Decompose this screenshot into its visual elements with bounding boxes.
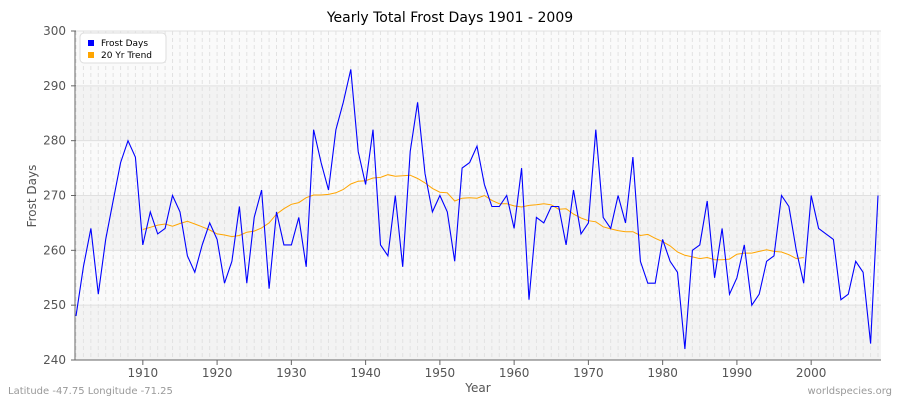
grid-band — [76, 195, 881, 251]
legend-swatch-trend — [88, 52, 94, 58]
grid-band — [76, 31, 881, 86]
legend: Frost Days 20 Yr Trend — [79, 32, 167, 64]
x-tick-label: 1910 — [128, 366, 159, 380]
x-tick-label: 1920 — [202, 366, 233, 380]
y-tick-label: 300 — [43, 24, 66, 38]
y-axis-label: Frost Days — [25, 165, 39, 228]
legend-label-frost-days: Frost Days — [101, 39, 148, 49]
x-tick-label: 1960 — [499, 366, 530, 380]
x-tick-label: 1990 — [722, 366, 753, 380]
y-tick-label: 280 — [43, 134, 66, 148]
grid-band — [76, 140, 881, 196]
legend-swatch-frost-days — [88, 40, 94, 46]
footer-source: worldspecies.org — [808, 386, 892, 397]
chart-title: Yearly Total Frost Days 1901 - 2009 — [326, 10, 573, 26]
x-tick-label: 1970 — [573, 366, 604, 380]
x-axis-label: Year — [464, 381, 490, 395]
x-tick-label: 1930 — [276, 366, 307, 380]
legend-label-trend: 20 Yr Trend — [101, 51, 152, 61]
frost-days-line — [75, 69, 879, 350]
x-tick-label: 1950 — [425, 366, 456, 380]
x-tick-label: 1940 — [350, 366, 381, 380]
y-tick-label: 270 — [43, 189, 66, 203]
x-tick-label: 2000 — [796, 366, 827, 380]
grid-band — [76, 85, 881, 141]
footer-coordinates: Latitude -47.75 Longitude -71.25 — [8, 386, 173, 397]
y-tick-label: 250 — [43, 298, 66, 312]
y-tick-label: 240 — [43, 353, 66, 367]
grid-band — [76, 305, 881, 360]
y-tick-label: 290 — [43, 79, 66, 93]
grid-band — [76, 250, 881, 306]
y-tick-label: 260 — [43, 243, 66, 257]
x-tick-label: 1980 — [647, 366, 678, 380]
